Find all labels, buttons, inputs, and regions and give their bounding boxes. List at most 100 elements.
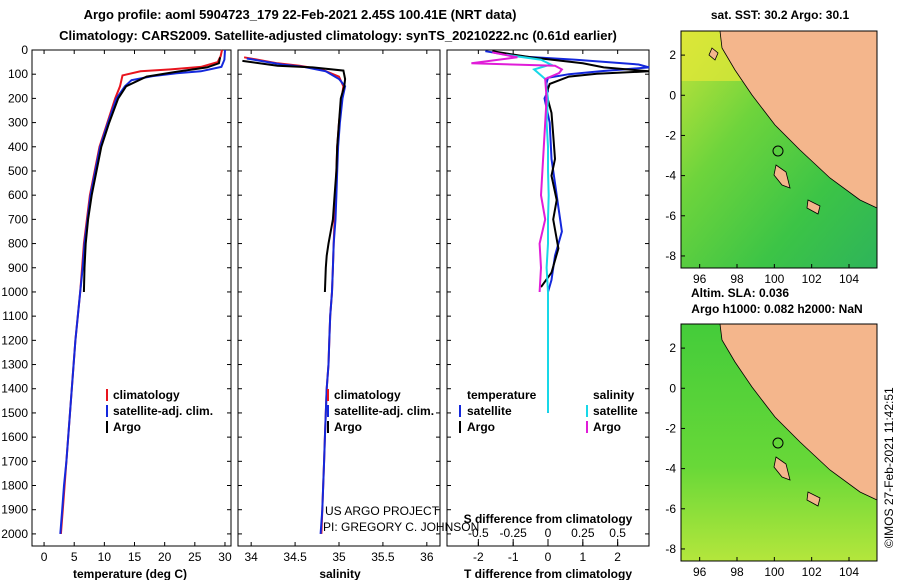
y-tick-label: 1000 <box>1 285 28 299</box>
y-tick-label: 1800 <box>1 479 28 493</box>
series-line-satellite <box>246 57 347 534</box>
temperature-panel-frame <box>31 49 232 547</box>
y-tick-label: 1600 <box>1 430 28 444</box>
y-tick-label: 800 <box>8 237 28 251</box>
salinity-xlabel: salinity <box>319 567 361 580</box>
y-tick-label: 400 <box>8 140 28 154</box>
lat-tick-label: 0 <box>669 88 676 102</box>
lon-tick-label: 100 <box>764 565 784 579</box>
x-tick-label: 20 <box>158 550 172 564</box>
x-tick-label: 5 <box>71 550 78 564</box>
salinity-legend: climatology satellite-adj. clim. Argo <box>327 388 434 434</box>
s-tick-label: -0.25 <box>499 526 527 540</box>
island-land <box>806 491 821 507</box>
temperature-profile-lines <box>59 49 226 534</box>
x-tick-label: 34 <box>244 550 258 564</box>
title-line1: Argo profile: aoml 5904723_179 22-Feb-20… <box>84 7 517 22</box>
y-tick-label: 0 <box>21 43 28 57</box>
x-tick-label: 0 <box>545 550 552 564</box>
s-tick-label: -0.5 <box>468 526 489 540</box>
legend-salinity-heading: salinity <box>593 388 635 402</box>
lat-tick-label: -6 <box>665 209 676 223</box>
legend-t-argo-label: Argo <box>467 420 495 434</box>
x-tick-label: 35 <box>332 550 346 564</box>
lat-tick-label: -2 <box>665 128 676 142</box>
island-land <box>773 456 791 481</box>
series-line-t-satellite <box>485 50 650 413</box>
map2-subtitle: Argo h1000: 0.082 h2000: NaN <box>691 302 862 316</box>
lon-tick-label: 102 <box>802 272 822 286</box>
lon-tick-label: 100 <box>764 272 784 286</box>
legend-s-argo-label: Argo <box>593 420 621 434</box>
legend-satellite-label: satellite-adj. clim. <box>113 404 213 418</box>
difference-axis-ticks: -2 -1 0 1 2 -0.5 -0.25 0 0.25 0.5 <box>447 49 649 564</box>
s-tick-label: 0.25 <box>571 526 595 540</box>
sst-map-ticks: 96 98 100 102 104 2 0 -2 -4 -6 -8 <box>665 48 859 286</box>
y-tick-label: 1900 <box>1 503 28 517</box>
y-tick-label: 1100 <box>2 309 28 323</box>
s-tick-label: 0.5 <box>609 526 626 540</box>
lon-tick-label: 104 <box>839 272 859 286</box>
series-line-t-argo <box>492 50 650 288</box>
lat-tick-label: -8 <box>665 249 676 263</box>
x-tick-label: 1 <box>579 550 586 564</box>
series-line-argo <box>242 59 347 293</box>
salinity-profile-lines <box>242 56 347 534</box>
lat-tick-label: -4 <box>665 169 676 183</box>
salinity-axis-ticks: 34 34.5 35 35.5 36 <box>238 49 440 564</box>
temperature-xlabel: temperature (deg C) <box>73 567 187 580</box>
series-line-climatology <box>59 49 223 534</box>
series-line-s-satellite <box>506 53 554 413</box>
series-line-argo <box>82 57 222 293</box>
x-tick-label: -1 <box>508 550 519 564</box>
x-tick-label: 2 <box>614 550 621 564</box>
project-annotation-line2: PI: GREGORY C. JOHNSON <box>323 520 479 534</box>
y-tick-label: 1500 <box>1 406 28 420</box>
sla-map <box>680 323 878 562</box>
legend-climatology-label: climatology <box>334 388 401 402</box>
legend-climatology-label: climatology <box>113 388 180 402</box>
y-tick-label: 2000 <box>1 527 28 541</box>
temperature-legend: climatology satellite-adj. clim. Argo <box>106 388 213 434</box>
x-tick-label: 10 <box>98 550 112 564</box>
x-tick-label: 34.5 <box>283 550 307 564</box>
island-land <box>806 199 821 215</box>
difference-t-xlabel: T difference from climatology <box>464 567 632 580</box>
s-tick-label: 0 <box>545 526 552 540</box>
legend-s-satellite-label: satellite <box>593 404 638 418</box>
title-line2: Climatology: CARS2009. Satellite-adjuste… <box>59 28 617 43</box>
x-tick-label: -2 <box>473 550 484 564</box>
y-tick-label: 100 <box>8 67 28 81</box>
x-tick-label: 0 <box>41 550 48 564</box>
lat-tick-label: 2 <box>669 341 676 355</box>
lon-tick-label: 98 <box>730 272 744 286</box>
legend-satellite-label: satellite-adj. clim. <box>334 404 434 418</box>
lon-tick-label: 104 <box>839 565 859 579</box>
y-tick-label: 600 <box>8 188 28 202</box>
imos-credit: ©IMOS 27-Feb-2021 11:42:51 <box>882 387 896 548</box>
island-land <box>773 164 791 189</box>
argo-float-marker <box>772 437 784 449</box>
lon-tick-label: 98 <box>730 565 744 579</box>
y-tick-label: 300 <box>8 116 28 130</box>
lat-tick-label: -6 <box>665 502 676 516</box>
legend-temperature-heading: temperature <box>467 388 537 402</box>
sla-map-frame <box>680 323 878 562</box>
map1-title: sat. SST: 30.2 Argo: 30.1 <box>711 8 850 22</box>
y-tick-label: 1300 <box>1 358 28 372</box>
legend-argo-label: Argo <box>113 420 141 434</box>
y-tick-label: 1700 <box>1 454 28 468</box>
series-line-satellite <box>59 49 226 534</box>
argo-float-marker <box>772 145 784 157</box>
island-land <box>708 47 719 61</box>
y-tick-label: 500 <box>8 164 28 178</box>
legend-t-satellite-label: satellite <box>467 404 512 418</box>
project-annotation-line1: US ARGO PROJECT <box>325 504 440 518</box>
x-tick-label: 25 <box>188 550 202 564</box>
difference-profile-lines <box>471 50 650 413</box>
map2-title: Altim. SLA: 0.036 <box>691 286 789 300</box>
difference-s-xlabel: S difference from climatology <box>464 512 633 526</box>
lon-tick-label: 102 <box>802 565 822 579</box>
y-tick-label: 900 <box>8 261 28 275</box>
x-tick-label: 36 <box>420 550 434 564</box>
